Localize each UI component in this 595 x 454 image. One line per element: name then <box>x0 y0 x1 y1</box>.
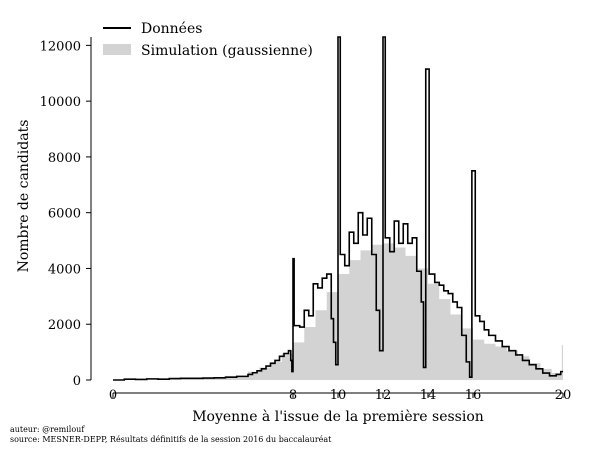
series-donnees-line <box>113 36 563 381</box>
y-tick-label: 2000 <box>48 318 81 333</box>
x-tick-label: 14 <box>420 388 437 403</box>
legend: Données Simulation (gaussienne) <box>103 21 313 59</box>
x-tick-label: 8 <box>289 388 297 403</box>
x-tick-label: 10 <box>330 388 347 403</box>
y-axis: 0 2000 4000 6000 8000 10000 12000 <box>40 37 92 389</box>
legend-label-donnees: Données <box>141 21 202 37</box>
credit-source: source: MESNER-DEPP, Résultats définitif… <box>10 435 332 444</box>
y-tick-label: 6000 <box>48 207 81 222</box>
legend-swatch-simulation <box>103 44 131 55</box>
y-tick-label: 10000 <box>40 95 81 110</box>
y-tick-label: 0 <box>73 374 81 389</box>
x-axis-label: Moyenne à l'issue de la première session <box>192 408 484 425</box>
x-tick-label: 20 <box>555 388 572 403</box>
x-tick-label: 12 <box>375 388 392 403</box>
y-tick-label: 4000 <box>48 262 81 277</box>
legend-label-simulation: Simulation (gaussienne) <box>141 43 313 59</box>
x-axis: 0 8 10 12 14 16 20 <box>109 388 571 403</box>
x-tick-label: 0 <box>109 388 117 403</box>
credit-author: auteur: @remilouf <box>10 425 85 434</box>
plot-area <box>113 36 563 381</box>
y-tick-label: 12000 <box>40 39 81 54</box>
y-axis-label: Nombre de candidats <box>16 120 32 273</box>
x-tick-label: 16 <box>465 388 482 403</box>
y-tick-label: 8000 <box>48 151 81 166</box>
